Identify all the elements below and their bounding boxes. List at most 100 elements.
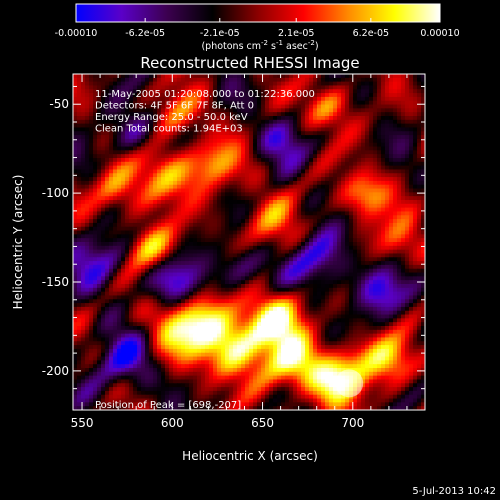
heatmap-cell <box>373 242 378 247</box>
heatmap-cell <box>293 77 298 83</box>
heatmap-cell <box>321 177 326 182</box>
heatmap-cell <box>77 93 82 98</box>
heatmap-cell <box>345 138 350 144</box>
heatmap-cell <box>285 245 290 251</box>
heatmap-cell <box>105 104 110 109</box>
heatmap-cell <box>181 200 186 205</box>
heatmap-cell <box>225 207 230 213</box>
heatmap-cell <box>113 203 118 209</box>
heatmap-cell <box>117 203 122 209</box>
heatmap-cell <box>417 96 422 102</box>
heatmap-cell <box>185 146 190 151</box>
heatmap-cell <box>121 146 126 151</box>
heatmap-cell <box>181 89 186 94</box>
heatmap-cell <box>121 154 126 159</box>
heatmap-cell <box>417 116 422 121</box>
heatmap-cell <box>101 173 106 178</box>
heatmap-cell <box>85 276 90 281</box>
heatmap-cell <box>73 264 78 270</box>
heatmap-cell <box>237 146 242 151</box>
heatmap-cell <box>101 108 106 113</box>
heatmap-cell <box>389 104 394 109</box>
heatmap-cell <box>409 116 414 121</box>
heatmap-cell <box>177 135 182 140</box>
heatmap-cell <box>121 264 126 270</box>
heatmap-cell <box>161 180 166 186</box>
heatmap-cell <box>345 131 350 136</box>
heatmap-cell <box>385 138 390 144</box>
heatmap-cell <box>421 196 425 201</box>
heatmap-cell <box>249 146 254 151</box>
heatmap-cell <box>257 104 262 109</box>
heatmap-cell <box>229 74 234 79</box>
heatmap-cell <box>77 192 82 197</box>
heatmap-cell <box>101 268 106 274</box>
heatmap-cell <box>289 192 294 197</box>
heatmap-cell <box>221 127 226 132</box>
heatmap-cell <box>413 245 418 251</box>
heatmap-cell <box>85 264 90 270</box>
heatmap-cell <box>133 261 138 266</box>
heatmap-cell <box>353 272 358 277</box>
heatmap-cell <box>193 100 198 106</box>
heatmap-cell <box>169 253 174 258</box>
heatmap-cell <box>369 81 374 87</box>
heatmap-cell <box>205 112 210 117</box>
heatmap-cell <box>77 154 82 159</box>
heatmap-cell <box>137 230 142 235</box>
heatmap-cell <box>153 142 158 148</box>
heatmap-cell <box>185 264 190 270</box>
heatmap-cell <box>349 116 354 121</box>
heatmap-cell <box>205 188 210 193</box>
heatmap-cell <box>133 245 138 251</box>
heatmap-cell <box>413 211 418 216</box>
heatmap-cell <box>121 219 126 224</box>
heatmap-cell <box>317 211 322 216</box>
heatmap-cell <box>217 184 222 190</box>
heatmap-cell <box>409 188 414 193</box>
heatmap-cell <box>209 119 214 125</box>
heatmap-cell <box>209 81 214 87</box>
heatmap-cell <box>321 257 326 262</box>
heatmap-cell <box>81 169 86 174</box>
heatmap-cell <box>225 184 230 190</box>
heatmap-cell <box>217 81 222 87</box>
heatmap-cell <box>417 135 422 140</box>
heatmap-cell <box>389 138 394 144</box>
heatmap-cell <box>297 200 302 205</box>
heatmap-cell <box>169 89 174 94</box>
heatmap-cell <box>77 222 82 228</box>
heatmap-cell <box>245 249 250 255</box>
heatmap-cell <box>345 96 350 102</box>
heatmap-cell <box>213 123 218 129</box>
heatmap-cell <box>145 127 150 132</box>
heatmap-cell <box>417 154 422 159</box>
heatmap-cell <box>157 264 162 270</box>
heatmap-cell <box>273 108 278 113</box>
heatmap-cell <box>293 276 298 281</box>
heatmap-cell <box>77 203 82 209</box>
heatmap-cell <box>117 89 122 94</box>
heatmap-cell <box>337 184 342 190</box>
heatmap-cell <box>405 104 410 109</box>
heatmap-cell <box>109 203 114 209</box>
heatmap-cell <box>421 158 425 163</box>
heatmap-cell <box>265 123 270 129</box>
heatmap-cell <box>405 245 410 251</box>
heatmap-cell <box>373 261 378 266</box>
heatmap-cell <box>245 287 250 293</box>
heatmap-cell <box>329 245 334 251</box>
heatmap-cell <box>341 89 346 94</box>
heatmap-cell <box>109 249 114 255</box>
heatmap-cell <box>325 226 330 232</box>
heatmap-cell <box>329 85 334 90</box>
heatmap-cell <box>253 211 258 216</box>
heatmap-cell <box>353 123 358 129</box>
heatmap-cell <box>125 280 130 285</box>
heatmap-cell <box>145 249 150 255</box>
heatmap-cell <box>189 192 194 197</box>
heatmap-cell <box>317 112 322 117</box>
heatmap-cell <box>133 108 138 113</box>
heatmap-cell <box>345 245 350 251</box>
heatmap-cell <box>161 77 166 83</box>
